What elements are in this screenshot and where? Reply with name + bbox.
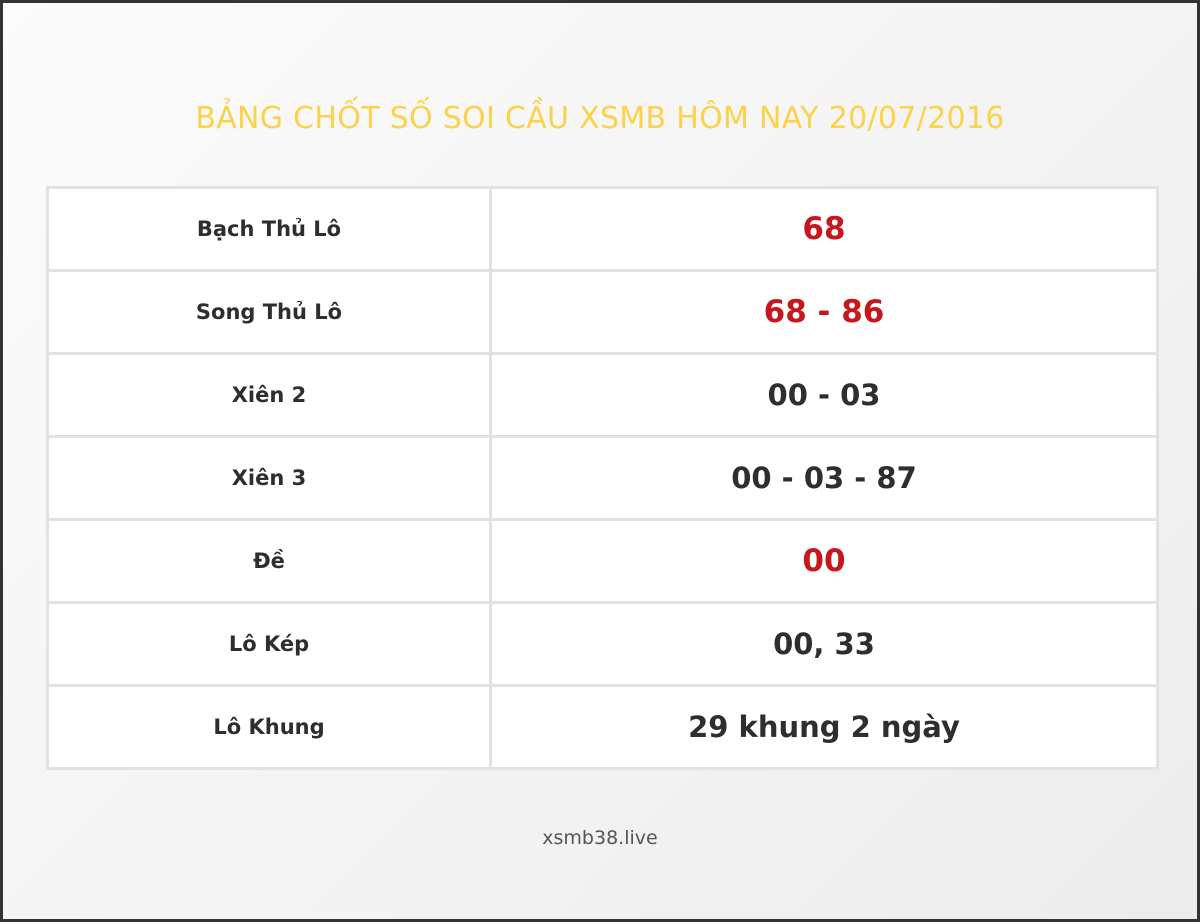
- row-value: 00: [489, 518, 1159, 604]
- row-label: Bạch Thủ Lô: [46, 186, 492, 272]
- row-label: Song Thủ Lô: [46, 269, 492, 355]
- table-row: Song Thủ Lô 68 - 86: [46, 269, 1159, 355]
- row-value: 68: [489, 186, 1159, 272]
- table-row: Lô Kép 00, 33: [46, 601, 1159, 687]
- row-label: Xiên 2: [46, 352, 492, 438]
- table-row: Đề 00: [46, 518, 1159, 604]
- row-value: 00 - 03 - 87: [489, 435, 1159, 521]
- table-row: Bạch Thủ Lô 68: [46, 186, 1159, 272]
- row-value: 68 - 86: [489, 269, 1159, 355]
- site-footer: xsmb38.live: [542, 827, 658, 849]
- row-label: Xiên 3: [46, 435, 492, 521]
- row-label: Lô Khung: [46, 684, 492, 770]
- table-row: Xiên 3 00 - 03 - 87: [46, 435, 1159, 521]
- row-label: Đề: [46, 518, 492, 604]
- table-row: Lô Khung 29 khung 2 ngày: [46, 684, 1159, 770]
- row-label: Lô Kép: [46, 601, 492, 687]
- row-value: 00, 33: [489, 601, 1159, 687]
- table-row: Xiên 2 00 - 03: [46, 352, 1159, 438]
- row-value: 29 khung 2 ngày: [489, 684, 1159, 770]
- page-title: BẢNG CHỐT SỐ SOI CẦU XSMB HÔM NAY 20/07/…: [195, 101, 1005, 136]
- row-value: 00 - 03: [489, 352, 1159, 438]
- prediction-table: Bạch Thủ Lô 68 Song Thủ Lô 68 - 86 Xiên 2 00 …: [46, 186, 1159, 770]
